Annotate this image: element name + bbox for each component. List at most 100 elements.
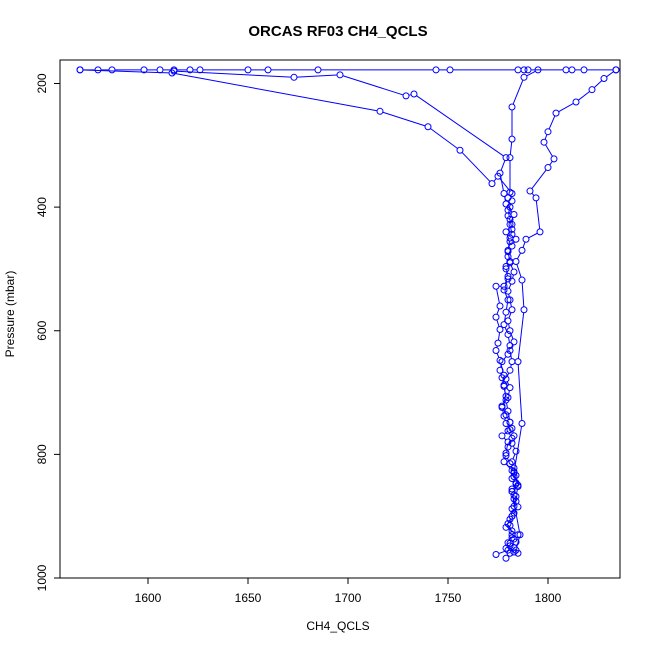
data-point [504, 272, 512, 280]
data-point [94, 66, 102, 74]
data-point [506, 220, 514, 228]
y-tick-label: 400 [35, 197, 49, 217]
data-point [502, 396, 510, 404]
data-point [504, 317, 512, 325]
data-point [536, 228, 544, 236]
series-line-segment [506, 381, 510, 386]
data-point [500, 282, 508, 290]
series-line-segment [493, 178, 497, 182]
series-line-segment [508, 413, 510, 420]
data-point [510, 211, 518, 219]
data-point [510, 338, 518, 346]
series-line-segment [508, 323, 510, 328]
data-point [504, 438, 512, 446]
data-point [500, 381, 508, 389]
data-point [432, 66, 440, 74]
data-point [488, 180, 496, 188]
data-point [508, 458, 516, 466]
series-line-segment [510, 302, 512, 307]
data-point [508, 531, 516, 539]
data-point [500, 190, 508, 198]
data-point [496, 302, 504, 310]
series-line-segment [522, 241, 526, 248]
data-point [498, 402, 506, 410]
data-point [336, 71, 344, 79]
x-tick-label: 1600 [135, 591, 162, 605]
series-line-segment [521, 283, 525, 307]
data-point [508, 487, 516, 495]
x-axis-label: CH4_QCLS [306, 619, 369, 633]
data-point [520, 73, 528, 81]
series-1 [76, 66, 522, 559]
series-line-segment [517, 364, 523, 421]
series-line-segment [516, 489, 518, 494]
data-point [244, 66, 252, 74]
series-line-segment [506, 259, 508, 264]
data-point [492, 282, 500, 290]
data-point [514, 358, 522, 366]
data-point [522, 235, 530, 243]
plot-frame [59, 59, 621, 579]
series-line-segment [500, 363, 504, 373]
series-line-segment [496, 289, 500, 304]
data-point [572, 98, 580, 106]
series-line-segment [512, 79, 524, 105]
data-point [508, 230, 516, 238]
data-point [496, 169, 504, 177]
series-line-segment [504, 196, 506, 202]
data-point [518, 419, 526, 427]
data-point [156, 66, 164, 74]
series-line-segment [512, 509, 514, 514]
series-line-segment [516, 264, 522, 278]
series-layer [76, 66, 620, 562]
y-tick-label: 800 [35, 444, 49, 464]
data-point [508, 306, 516, 314]
data-point [506, 418, 514, 426]
series-line-segment [176, 70, 292, 78]
data-point [514, 503, 522, 511]
data-point [502, 419, 510, 427]
series-line-segment [416, 95, 504, 157]
data-point [552, 109, 560, 117]
data-point [508, 439, 516, 447]
series-line-segment [510, 519, 512, 523]
series-line-segment [82, 69, 170, 74]
data-point [502, 228, 510, 236]
series-line-segment [510, 217, 514, 222]
series-line-segment [497, 332, 501, 341]
data-point [500, 458, 508, 466]
series-line-segment [531, 169, 547, 189]
data-point [510, 464, 518, 472]
series-2 [76, 66, 620, 74]
series-5 [170, 67, 522, 557]
data-point [76, 66, 84, 74]
series-line-segment [504, 278, 508, 284]
data-point [506, 238, 514, 246]
x-axis: 1600 1650 1700 1750 1800 [135, 577, 562, 605]
series-line-segment [510, 222, 512, 227]
series-line-segment [498, 550, 506, 554]
data-point [506, 327, 514, 335]
data-point [290, 73, 298, 81]
series-line-segment [500, 175, 504, 191]
data-point [506, 460, 514, 468]
series-line-segment [507, 206, 513, 213]
series-line-segment [508, 203, 512, 208]
series-line-segment [296, 74, 338, 78]
data-point [402, 92, 410, 100]
data-point [506, 384, 514, 392]
data-point [506, 215, 514, 223]
data-point [502, 544, 510, 552]
data-point [492, 347, 500, 355]
series-line-segment [513, 509, 517, 514]
data-point [492, 313, 500, 321]
data-point [506, 366, 514, 374]
data-point [508, 242, 516, 250]
data-point [500, 371, 508, 379]
series-line-segment [506, 372, 510, 377]
data-point [518, 276, 526, 284]
data-point [506, 521, 514, 529]
data-point [514, 483, 522, 491]
series-line-segment [382, 111, 426, 127]
data-point [512, 492, 520, 500]
